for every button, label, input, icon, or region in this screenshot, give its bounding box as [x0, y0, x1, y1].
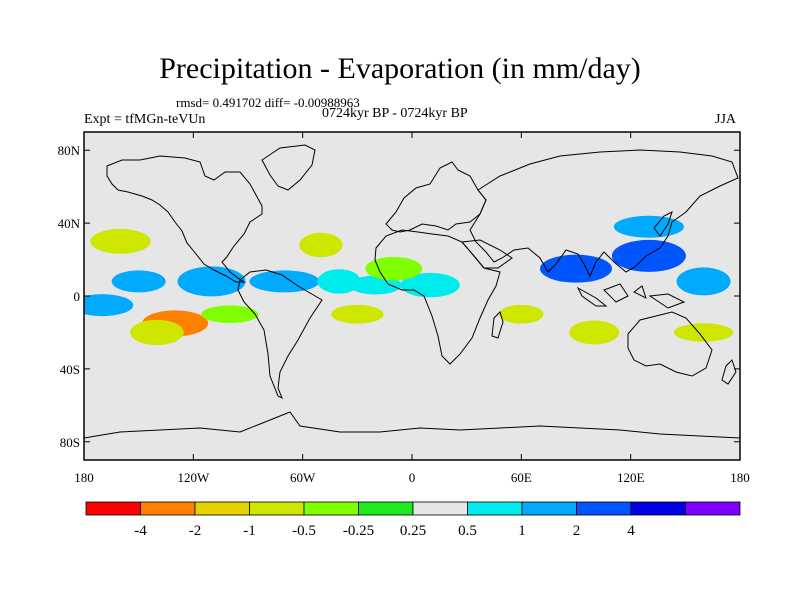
- contour-region: [130, 319, 184, 346]
- coast-africa: [374, 229, 501, 365]
- contour-region: [499, 304, 544, 324]
- colorbar-swatch: [521, 501, 577, 516]
- colorbar-swatch: [194, 501, 250, 516]
- colorbar: -4 -2 -1 -0.5 -0.25 0.25 0.5 1 2 4: [85, 501, 741, 539]
- contour-region: [177, 266, 246, 297]
- colorbar-swatch: [576, 501, 632, 516]
- colorbar-swatch: [630, 501, 686, 516]
- lon-tick-label: 180: [74, 470, 94, 485]
- colorbar-label: -0.25: [343, 523, 374, 539]
- colorbar-label: -1: [243, 523, 256, 539]
- colorbar-swatch: [303, 501, 359, 516]
- lat-tick-label: 80N: [58, 143, 81, 158]
- contour-region: [569, 320, 620, 345]
- contour-region: [299, 232, 343, 258]
- contour-region: [349, 275, 402, 295]
- coast-japan: [653, 211, 673, 237]
- colorbar-label: -0.5: [292, 523, 316, 539]
- contour-region: [317, 269, 361, 294]
- contour-region: [111, 270, 166, 293]
- lat-tick-label: 40S: [60, 362, 80, 377]
- colorbar-label: -4: [134, 523, 147, 539]
- contour-region: [154, 193, 196, 217]
- contour-region: [314, 196, 364, 214]
- map-title: Precipitation - Evaporation (in mm/day): [159, 52, 641, 85]
- season-label: JJA: [715, 112, 737, 127]
- colorbar-swatch: [467, 501, 523, 516]
- colorbar-label: -2: [189, 523, 202, 539]
- colorbar-swatch: [685, 501, 741, 516]
- colorbar-label: 0.5: [458, 523, 477, 539]
- map-background: [84, 132, 740, 460]
- colorbar-swatch: [85, 501, 141, 516]
- coast-australia: [627, 311, 713, 377]
- lat-tick-label: 40N: [58, 216, 81, 231]
- lat-tick-label: 0: [74, 289, 81, 304]
- coast-greenland: [261, 144, 316, 191]
- contour-region: [613, 215, 684, 238]
- coast-arabia: [461, 239, 513, 269]
- coast-new-zealand: [721, 359, 737, 385]
- contour-region: [331, 304, 384, 324]
- colorbar-label: 2: [573, 523, 581, 539]
- coastlines: [84, 144, 740, 439]
- contour-region: [673, 323, 734, 342]
- lon-tick-label: 60E: [511, 470, 532, 485]
- contour-region: [84, 294, 134, 317]
- colorbar-swatch: [249, 501, 305, 516]
- contour-region: [249, 270, 320, 293]
- lon-tick-label: 120W: [177, 470, 210, 485]
- period-label: 0724kyr BP - 0724kyr BP: [322, 106, 468, 121]
- coast-asia: [469, 149, 739, 278]
- contour-region: [676, 267, 731, 296]
- lon-tick-label: 180: [730, 470, 750, 485]
- coast-indonesia: [576, 283, 686, 309]
- colorbar-label: 0.25: [400, 523, 426, 539]
- colorbar-swatch: [140, 501, 196, 516]
- stats-label: rmsd= 0.491702 diff= -0.00988963: [176, 95, 360, 110]
- contour-region: [172, 378, 214, 396]
- coast-north-america: [106, 155, 263, 283]
- lat-tick-label: 80S: [60, 435, 80, 450]
- colorbar-swatch: [412, 501, 468, 516]
- contour-region: [201, 305, 259, 324]
- lon-tick-label: 120E: [617, 470, 645, 485]
- colorbar-swatch: [358, 501, 414, 516]
- coast-antarctica: [84, 411, 740, 439]
- coast-south-america: [237, 269, 323, 400]
- contour-region: [90, 228, 151, 254]
- contour-region: [611, 239, 686, 272]
- experiment-label: Expt = tfMGn-teVUn: [84, 112, 206, 127]
- colorbar-label: 1: [518, 523, 526, 539]
- lon-tick-label: 60W: [290, 470, 316, 485]
- contour-region: [456, 375, 514, 399]
- contour-region: [365, 256, 423, 281]
- contour-field: [84, 193, 734, 399]
- longitude-axis: 180 120W 60W 0 60E 120E 180: [74, 132, 750, 485]
- lon-tick-label: 0: [409, 470, 416, 485]
- latitude-axis: 80N 40N 0 40S 80S: [58, 143, 740, 450]
- coast-madagascar: [491, 311, 504, 339]
- colorbar-label: 4: [627, 523, 635, 539]
